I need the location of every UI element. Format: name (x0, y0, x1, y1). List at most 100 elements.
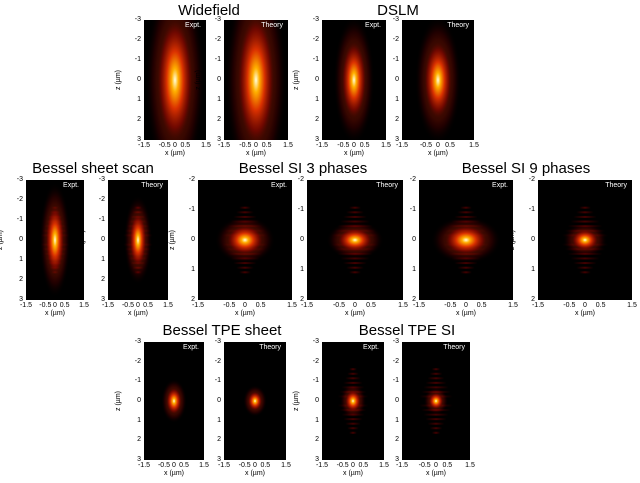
z-axis-label: z (µm) (373, 391, 380, 411)
z-tick-label: -2 (392, 36, 399, 43)
psf-spot (45, 204, 65, 276)
psf-image: Expt. (26, 180, 84, 300)
side-lobe (345, 422, 361, 425)
x-tick-label: 0 (464, 302, 468, 309)
x-tick-label: 1.5 (163, 302, 173, 309)
expt-label: Expt. (492, 182, 508, 189)
x-tick-label: -0.5 (238, 462, 251, 469)
z-tick-label: -3 (312, 338, 319, 345)
x-tick-label: 1.5 (79, 302, 89, 309)
side-lobe (239, 206, 251, 209)
x-tick-label: -1.5 (531, 302, 545, 309)
z-tick-label: 1 (315, 416, 319, 424)
expt-label: Expt. (363, 344, 379, 351)
z-axis-label: z (µm) (79, 230, 86, 250)
z-axis-label: z (µm) (169, 230, 176, 250)
x-tick-label: -1.5 (137, 142, 151, 149)
z-tick-label: 0 (137, 397, 141, 404)
x-tick-label: -0.5 (332, 302, 346, 309)
psf-heatmap (145, 20, 205, 140)
z-tick-label: -2 (528, 176, 535, 183)
z-tick-label: -1 (312, 377, 319, 385)
side-lobe (579, 206, 591, 209)
x-tick-label: -0.5 (158, 142, 171, 149)
side-lobe (570, 220, 600, 223)
theory-label: Theory (443, 344, 465, 351)
x-tick-label: -1.5 (191, 302, 205, 309)
x-tick-label: 0.5 (366, 302, 376, 309)
z-tick-label: 2 (217, 116, 221, 123)
z-tick-label: -1 (134, 377, 141, 385)
z-tick-label: 0 (217, 76, 221, 83)
x-axis-label: x (µm) (456, 310, 476, 317)
z-tick-label: 0 (191, 236, 195, 243)
x-tick-label: -0.5 (336, 462, 349, 469)
z-tick-label: 3 (137, 136, 141, 143)
side-lobe (457, 211, 475, 214)
z-tick-label: 0 (315, 397, 319, 404)
side-lobe (349, 368, 357, 371)
z-tick-label: 3 (395, 136, 399, 143)
x-tick-label: 0 (243, 302, 247, 309)
side-lobe (349, 431, 357, 434)
psf-image: Expt. (419, 180, 513, 300)
x-tick-label: -1.5 (217, 142, 231, 149)
x-tick-label: 0.5 (143, 302, 153, 309)
psf-image: Expt. (322, 342, 384, 460)
x-tick-label: 0.5 (445, 142, 455, 149)
z-tick-label: -2 (409, 176, 416, 183)
x-tick-label: 0.5 (359, 142, 370, 149)
x-tick-label: 1.5 (199, 462, 209, 469)
z-tick-label: -2 (188, 176, 195, 183)
psf-image: Theory (108, 180, 168, 300)
psf-heatmap (414, 20, 462, 140)
x-tick-label: 0 (353, 302, 357, 309)
side-lobe (579, 271, 591, 274)
z-tick-label: -3 (134, 16, 141, 23)
x-tick-label: -1.5 (315, 462, 329, 469)
z-tick-label: 1 (191, 266, 195, 273)
x-tick-label: 0 (173, 142, 177, 149)
z-tick-label: -1 (188, 206, 195, 213)
x-tick-label: 0.5 (261, 142, 272, 149)
psf-heatmap (39, 182, 71, 298)
title-dslm: DSLM (377, 2, 419, 19)
z-tick-label: -1 (98, 216, 105, 223)
z-tick-label: 0 (137, 76, 141, 83)
z-tick-label: 1 (412, 266, 416, 273)
x-tick-label: -0.5 (223, 302, 236, 309)
z-tick-label: 3 (217, 136, 221, 143)
x-axis-label: x (µm) (245, 470, 265, 477)
side-lobe (457, 266, 475, 269)
z-tick-label: -1 (312, 56, 319, 63)
psf-heatmap (430, 206, 502, 274)
x-tick-label: 0 (434, 462, 438, 469)
x-axis-label: x (µm) (128, 310, 148, 317)
x-axis-label: x (µm) (428, 150, 448, 157)
z-axis-label: z (µm) (195, 70, 202, 90)
theory-label: Theory (447, 22, 469, 29)
x-tick-label: -1.5 (315, 142, 329, 149)
x-tick-label: -1.5 (101, 302, 115, 309)
side-lobe (343, 215, 367, 218)
side-lobe (239, 271, 251, 274)
z-tick-label: -2 (16, 196, 23, 203)
z-tick-label: 1 (395, 96, 399, 103)
z-tick-label: 2 (395, 436, 399, 444)
psf-heatmap (243, 385, 267, 417)
z-tick-label: 2 (300, 296, 304, 303)
z-tick-label: -2 (134, 36, 141, 43)
psf-heatmap (225, 20, 287, 140)
x-tick-label: 0 (352, 142, 356, 149)
psf-image: Expt. (198, 180, 292, 300)
title-bessel-si-9-phases: Bessel SI 9 phases (461, 160, 591, 177)
x-tick-label: 1.5 (283, 142, 293, 149)
z-tick-label: -1 (297, 206, 304, 213)
x-tick-label: 0.5 (255, 302, 266, 309)
title-bessel-sheet-scan: Bessel sheet scan (32, 160, 154, 177)
z-tick-label: 1 (101, 256, 105, 263)
psf-heatmap (326, 206, 384, 274)
psf-spot (571, 229, 599, 251)
psf-image: Theory (402, 342, 470, 460)
side-lobe (427, 377, 445, 380)
